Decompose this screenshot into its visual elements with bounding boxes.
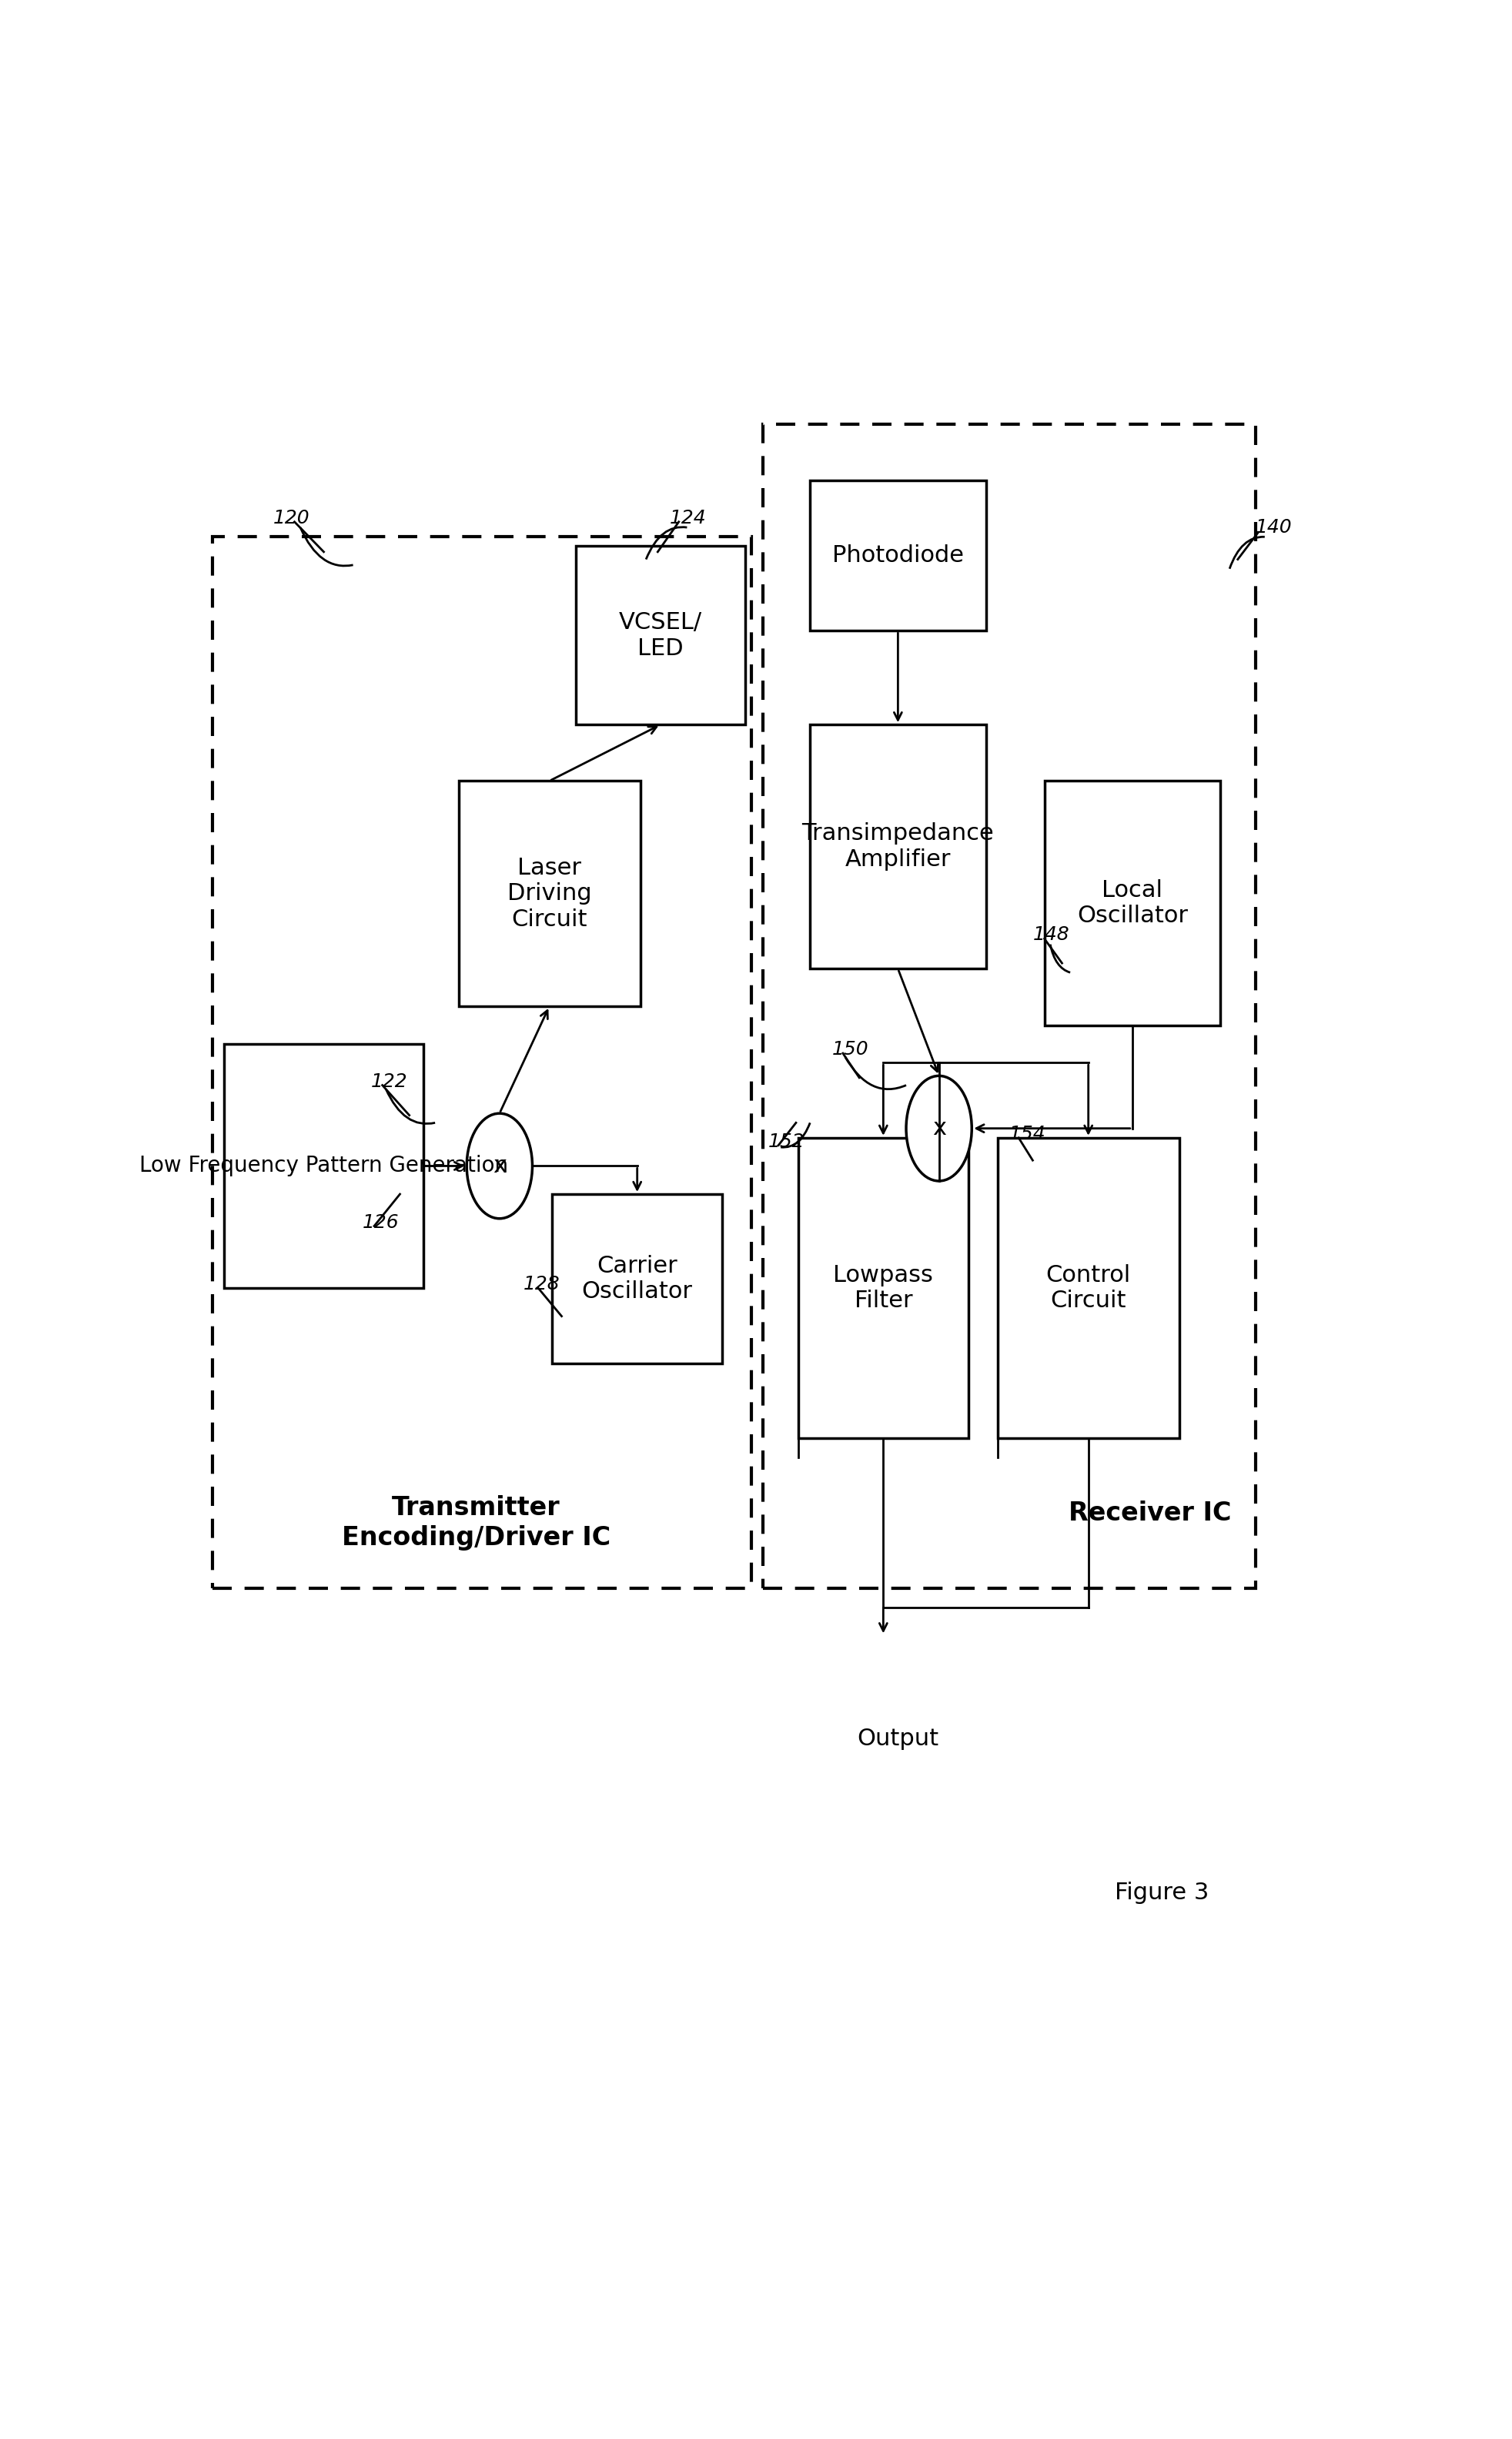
Text: 128: 128 bbox=[523, 1276, 559, 1293]
Text: 150: 150 bbox=[832, 1041, 869, 1059]
Bar bbox=[212, 537, 751, 1588]
Text: x: x bbox=[931, 1117, 947, 1139]
Text: Carrier
Oscillator: Carrier Oscillator bbox=[582, 1254, 692, 1302]
Bar bbox=[552, 1195, 723, 1363]
Text: Low Frequency Pattern Generation: Low Frequency Pattern Generation bbox=[139, 1156, 508, 1176]
Text: 148: 148 bbox=[1033, 927, 1069, 944]
Text: 152: 152 bbox=[768, 1132, 804, 1151]
Text: x: x bbox=[493, 1154, 507, 1178]
Text: Control
Circuit: Control Circuit bbox=[1046, 1263, 1131, 1312]
Text: 122: 122 bbox=[370, 1073, 407, 1090]
Text: Transmitter
Encoding/Driver IC: Transmitter Encoding/Driver IC bbox=[342, 1495, 611, 1551]
Bar bbox=[576, 546, 745, 724]
Bar bbox=[798, 1137, 968, 1439]
Bar bbox=[458, 780, 640, 1007]
Text: 154: 154 bbox=[1010, 1124, 1046, 1144]
Bar bbox=[810, 724, 986, 968]
Bar bbox=[224, 1044, 423, 1288]
Text: Laser
Driving
Circuit: Laser Driving Circuit bbox=[507, 856, 591, 932]
Text: VCSEL/
LED: VCSEL/ LED bbox=[618, 612, 702, 659]
Text: Output: Output bbox=[857, 1727, 939, 1749]
Text: Lowpass
Filter: Lowpass Filter bbox=[833, 1263, 933, 1312]
Text: 124: 124 bbox=[670, 510, 706, 527]
Text: Receiver IC: Receiver IC bbox=[1069, 1500, 1231, 1527]
Text: 126: 126 bbox=[363, 1212, 399, 1232]
Bar bbox=[998, 1137, 1179, 1439]
Bar bbox=[1045, 780, 1220, 1024]
Text: Photodiode: Photodiode bbox=[832, 544, 963, 566]
Text: Figure 3: Figure 3 bbox=[1114, 1880, 1208, 1905]
Bar bbox=[764, 424, 1255, 1588]
Text: 120: 120 bbox=[274, 510, 310, 527]
Text: Transimpedance
Amplifier: Transimpedance Amplifier bbox=[801, 822, 993, 871]
Text: 140: 140 bbox=[1255, 517, 1291, 537]
Circle shape bbox=[906, 1076, 972, 1180]
Text: Local
Oscillator: Local Oscillator bbox=[1077, 878, 1188, 927]
Circle shape bbox=[467, 1112, 532, 1220]
Bar bbox=[810, 480, 986, 632]
